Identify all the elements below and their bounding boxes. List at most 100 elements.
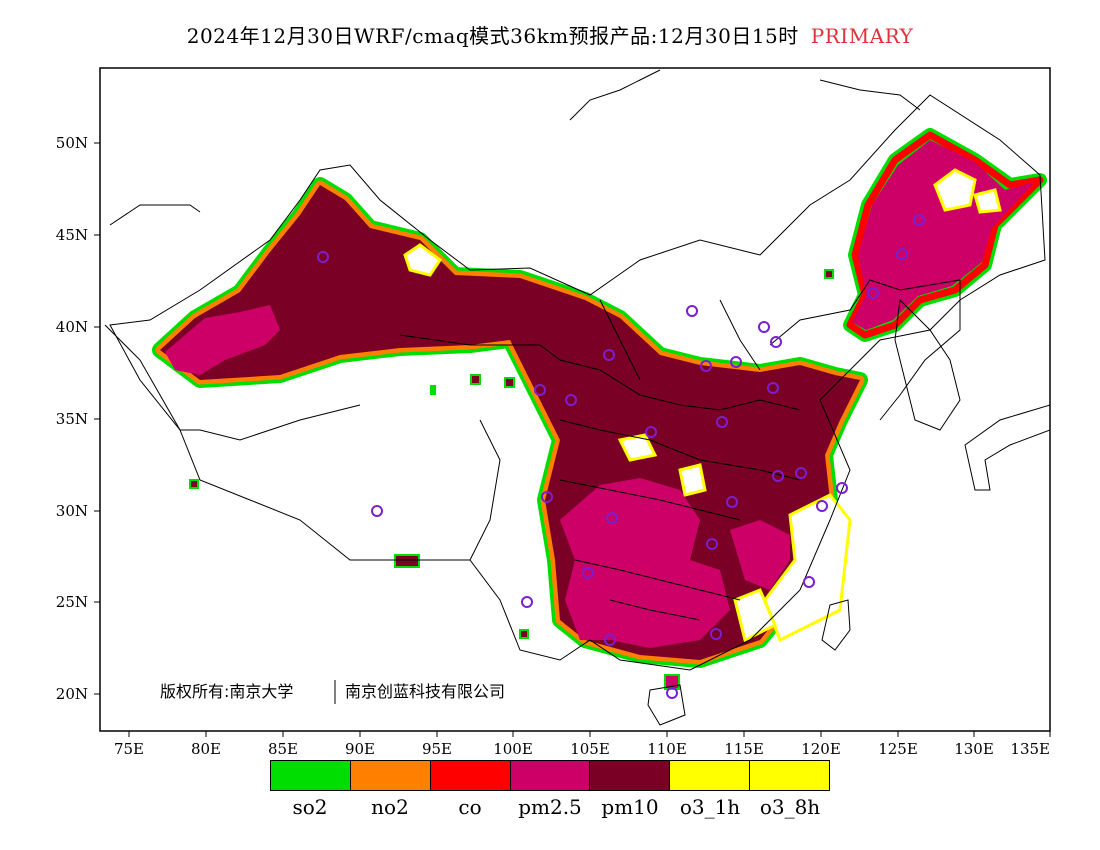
- russia-lakes: [569, 69, 921, 121]
- northwest-border: [104, 204, 361, 441]
- lon-tick-label: 110E: [647, 740, 687, 758]
- station-marker: [772, 470, 784, 482]
- station-marker: [767, 382, 779, 394]
- station-marker: [913, 214, 925, 226]
- copyright-owner: 版权所有:南京大学: [160, 682, 293, 701]
- station-marker: [730, 356, 742, 368]
- station-marker: [726, 496, 738, 508]
- station-marker: [534, 384, 546, 396]
- legend-labels: so2 no2 co pm2.5 pm10 o3_1h o3_8h: [270, 795, 830, 819]
- lat-tick-label: 50N: [56, 134, 88, 152]
- station-marker: [686, 305, 698, 317]
- station-marker: [666, 687, 678, 699]
- clean-gaps: [403, 243, 852, 643]
- map-title: 2024年12月30日WRF/cmaq模式36km预报产品:12月30日15时 P…: [0, 20, 1100, 49]
- legend-label-no2: no2: [371, 795, 409, 819]
- station-marker: [603, 349, 615, 361]
- station-marker: [582, 567, 594, 579]
- lat-ticks: 50N 45N 40N 35N 30N 25N 20N: [56, 134, 100, 703]
- legend-swatch-pm10: [590, 761, 671, 790]
- gap-henan: [678, 463, 707, 497]
- copyright-company: 南京创蓝科技有限公司: [345, 682, 505, 701]
- lat-tick-label: 25N: [56, 593, 88, 611]
- station-marker: [896, 248, 908, 260]
- lon-tick-label: 90E: [345, 740, 375, 758]
- legend-label-pm25: pm2.5: [518, 795, 582, 819]
- station-marker: [803, 576, 815, 588]
- station-markers: [317, 214, 925, 699]
- lat-tick-label: 40N: [56, 318, 88, 336]
- station-marker: [770, 336, 782, 348]
- pm25-southeast: [730, 520, 790, 590]
- station-marker: [371, 505, 383, 517]
- station-marker: [836, 482, 848, 494]
- station-marker: [710, 628, 722, 640]
- pm25-southwest: [560, 478, 730, 648]
- yellow-sea-coast: [769, 279, 961, 421]
- japan: [964, 404, 1050, 491]
- lon-tick-label: 100E: [493, 740, 533, 758]
- lat-tick-label: 45N: [56, 226, 88, 244]
- station-marker: [795, 467, 807, 479]
- map-frame: [99, 67, 1051, 732]
- legend-label-co: co: [458, 795, 482, 819]
- lon-ticks: 75E 80E 85E 90E 95E 100E 105E 110E 115E …: [114, 731, 1051, 758]
- legend-label-pm10: pm10: [601, 795, 659, 819]
- halo-northeast-inner: [846, 131, 1044, 339]
- title-text: 2024年12月30日WRF/cmaq模式36km预报产品:12月30日15时: [186, 24, 799, 48]
- legend-swatch-o3-8h: [750, 761, 830, 790]
- borders: [104, 69, 1050, 726]
- legend-swatch-so2: [271, 761, 351, 790]
- ne-gaps: [933, 168, 1002, 214]
- korea: [894, 298, 961, 431]
- lon-tick-label: 130E: [954, 740, 994, 758]
- pm25-xinjiang: [165, 305, 280, 375]
- lat-tick-label: 30N: [56, 502, 88, 520]
- station-marker: [604, 634, 616, 646]
- legend-label-o3-8h: o3_8h: [759, 795, 821, 819]
- gap-fujian: [733, 588, 777, 643]
- gap-north: [403, 243, 443, 277]
- lon-tick-label: 95E: [422, 740, 452, 758]
- legend-label-so2: so2: [292, 795, 328, 819]
- station-marker: [867, 287, 879, 299]
- lat-tick-label: 20N: [56, 685, 88, 703]
- station-marker: [541, 491, 553, 503]
- legend-swatch-no2: [350, 761, 431, 790]
- station-marker: [816, 500, 828, 512]
- station-marker: [700, 360, 712, 372]
- legend-label-o3-1h: o3_1h: [679, 795, 741, 819]
- gap-ne-1: [933, 168, 977, 212]
- hainan: [647, 684, 686, 726]
- gap-ne-2: [973, 188, 1002, 214]
- station-marker: [317, 251, 329, 263]
- taiwan: [821, 599, 851, 651]
- lon-tick-label: 135E: [1010, 740, 1050, 758]
- lon-tick-label: 120E: [801, 740, 841, 758]
- station-marker: [716, 416, 728, 428]
- lon-tick-label: 115E: [724, 740, 764, 758]
- legend-colorbar: [270, 760, 830, 791]
- station-marker: [606, 512, 618, 524]
- speckles: [189, 269, 834, 690]
- station-marker: [706, 538, 718, 550]
- lon-tick-label: 80E: [191, 740, 221, 758]
- legend-swatch-o3-1h: [670, 761, 751, 790]
- title-tag: PRIMARY: [810, 24, 914, 48]
- station-marker: [521, 596, 533, 608]
- legend-swatch-co: [430, 761, 511, 790]
- pm25-northeast: [852, 140, 1035, 330]
- lon-tick-label: 105E: [570, 740, 610, 758]
- lat-tick-label: 35N: [56, 410, 88, 428]
- legend-swatch-pm25: [510, 761, 591, 790]
- station-marker: [645, 426, 657, 438]
- pm25-regions: [165, 140, 1035, 648]
- lon-tick-label: 85E: [268, 740, 298, 758]
- gap-central: [617, 433, 658, 462]
- province-lines: [399, 299, 801, 621]
- map-content: [104, 69, 1050, 726]
- station-marker: [758, 321, 770, 333]
- lon-tick-label: 125E: [878, 740, 918, 758]
- lon-tick-label: 75E: [114, 740, 144, 758]
